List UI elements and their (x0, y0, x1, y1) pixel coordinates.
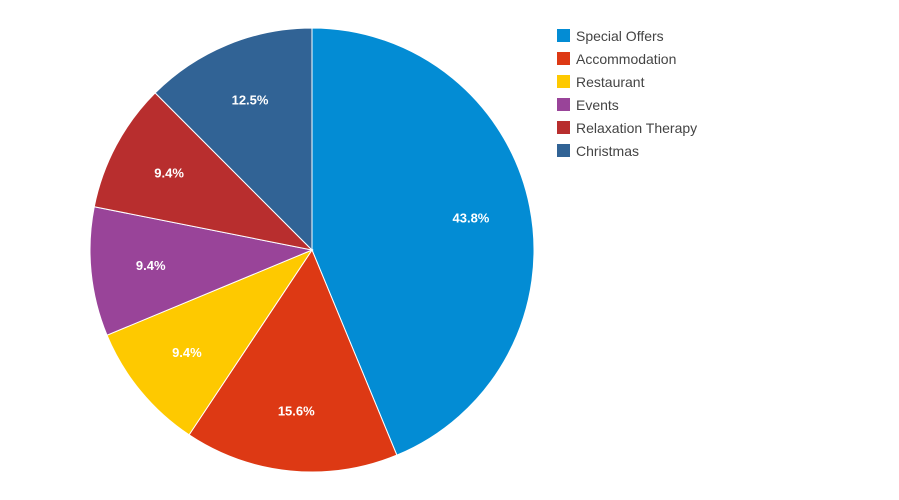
legend-item[interactable]: Events (557, 93, 697, 116)
legend-label: Relaxation Therapy (576, 119, 698, 136)
slice-value-label: 43.8% (453, 210, 490, 225)
pie-slice-accommodation[interactable] (188, 248, 398, 473)
legend-swatch (557, 52, 570, 65)
legend-swatch (557, 75, 570, 88)
legend-item[interactable]: Accommodation (557, 47, 697, 70)
pie-slice-restaurant[interactable] (106, 248, 314, 436)
pie-slice-special-offers[interactable] (311, 27, 535, 456)
legend-item[interactable]: Relaxation Therapy (557, 116, 697, 139)
pie-slice-relaxation-therapy[interactable] (93, 92, 314, 251)
slice-value-label: 9.4% (136, 258, 166, 273)
legend-swatch (557, 144, 570, 157)
legend: Special Offers Accommodation Restaurant Eve… (557, 24, 697, 162)
legend-item[interactable]: Restaurant (557, 70, 697, 93)
legend-item[interactable]: Special Offers (557, 24, 697, 47)
slice-value-label: 9.4% (154, 166, 184, 181)
legend-label: Christmas (576, 142, 640, 159)
legend-swatch (557, 121, 570, 134)
slice-value-label: 12.5% (232, 92, 269, 107)
pie-slice-events[interactable] (89, 206, 314, 336)
legend-label: Events (576, 96, 619, 113)
legend-label: Restaurant (576, 73, 645, 90)
pie-slice-christmas[interactable] (154, 27, 313, 252)
legend-swatch (557, 98, 570, 111)
pie-chart: 43.8% 15.6% 9.4% 9.4% 9.4% 12.5% (89, 27, 535, 473)
legend-swatch (557, 29, 570, 42)
slice-value-label: 9.4% (172, 345, 202, 360)
legend-label: Special Offers (576, 27, 664, 44)
slice-value-label: 15.6% (278, 403, 315, 418)
legend-label: Accommodation (576, 50, 677, 67)
legend-item[interactable]: Christmas (557, 139, 697, 162)
